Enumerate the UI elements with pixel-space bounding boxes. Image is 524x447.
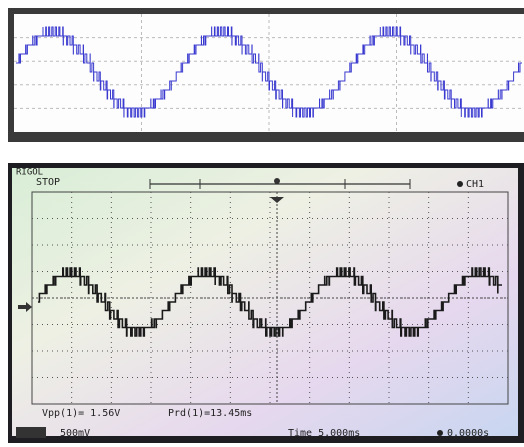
- channel-label: CH1: [466, 179, 484, 190]
- ch1-badge: [16, 427, 46, 438]
- channel-icon: [457, 181, 463, 187]
- volt-scale: 500mV: [60, 428, 90, 439]
- sim-waveform: [16, 26, 522, 118]
- timebase: Time 5.000ms: [288, 428, 360, 439]
- run-status: STOP: [36, 177, 60, 188]
- trigger-arrow: [270, 197, 284, 203]
- offset-icon: [437, 430, 443, 436]
- brand: RIGOL: [16, 168, 43, 178]
- measurement: Prd(1)=13.45ms: [168, 408, 252, 419]
- graticule: [32, 192, 508, 404]
- measurement: Vpp(1)= 1.56V: [42, 408, 120, 419]
- time-offset: 0.0000s: [447, 428, 489, 439]
- scope-waveform: [38, 267, 502, 337]
- trigger-marker: [274, 178, 280, 184]
- ground-marker: [18, 302, 32, 312]
